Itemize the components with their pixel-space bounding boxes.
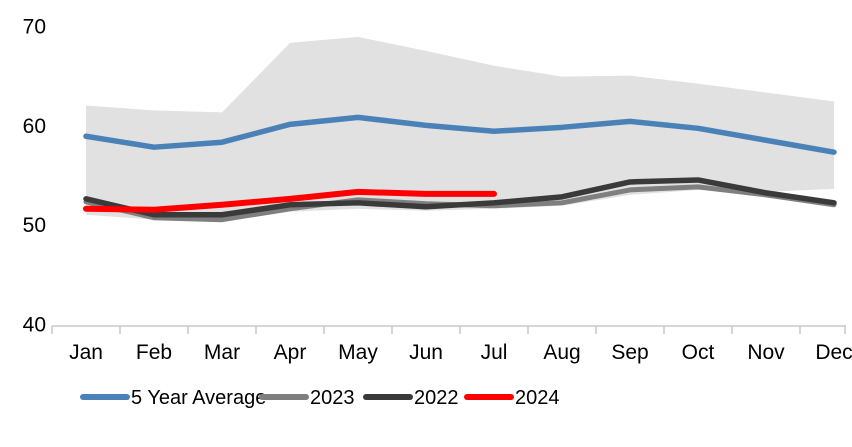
y-tick-label-70: 70 xyxy=(23,16,46,39)
legend-label-2022: 2022 xyxy=(414,387,459,409)
x-tick-label-mar: Mar xyxy=(204,341,240,364)
x-tick-label-nov: Nov xyxy=(747,341,785,364)
series-line-2024 xyxy=(83,188,497,213)
series-line-2022 xyxy=(83,177,837,218)
y-tick-label-50: 50 xyxy=(23,214,46,237)
x-tick-label-sep: Sep xyxy=(611,341,648,364)
x-tick-label-feb: Feb xyxy=(136,341,172,364)
x-tick-label-jun: Jun xyxy=(409,341,443,364)
x-tick-label-jan: Jan xyxy=(69,341,103,364)
y-tick-label-40: 40 xyxy=(23,313,46,336)
x-tick-label-jul: Jul xyxy=(481,341,508,364)
x-tick-label-oct: Oct xyxy=(682,341,715,364)
series-line-5-year-average xyxy=(83,114,837,155)
legend-label-2023: 2023 xyxy=(310,387,355,409)
x-tick-label-aug: Aug xyxy=(543,341,580,364)
x-tick-label-apr: Apr xyxy=(274,341,307,364)
y-tick-label-60: 60 xyxy=(23,115,46,138)
legend-label-5-year-average: 5 Year Average xyxy=(131,387,266,409)
x-tick-label-dec: Dec xyxy=(815,341,852,364)
x-tick-label-may: May xyxy=(338,341,378,364)
legend-label-2024: 2024 xyxy=(515,387,560,409)
